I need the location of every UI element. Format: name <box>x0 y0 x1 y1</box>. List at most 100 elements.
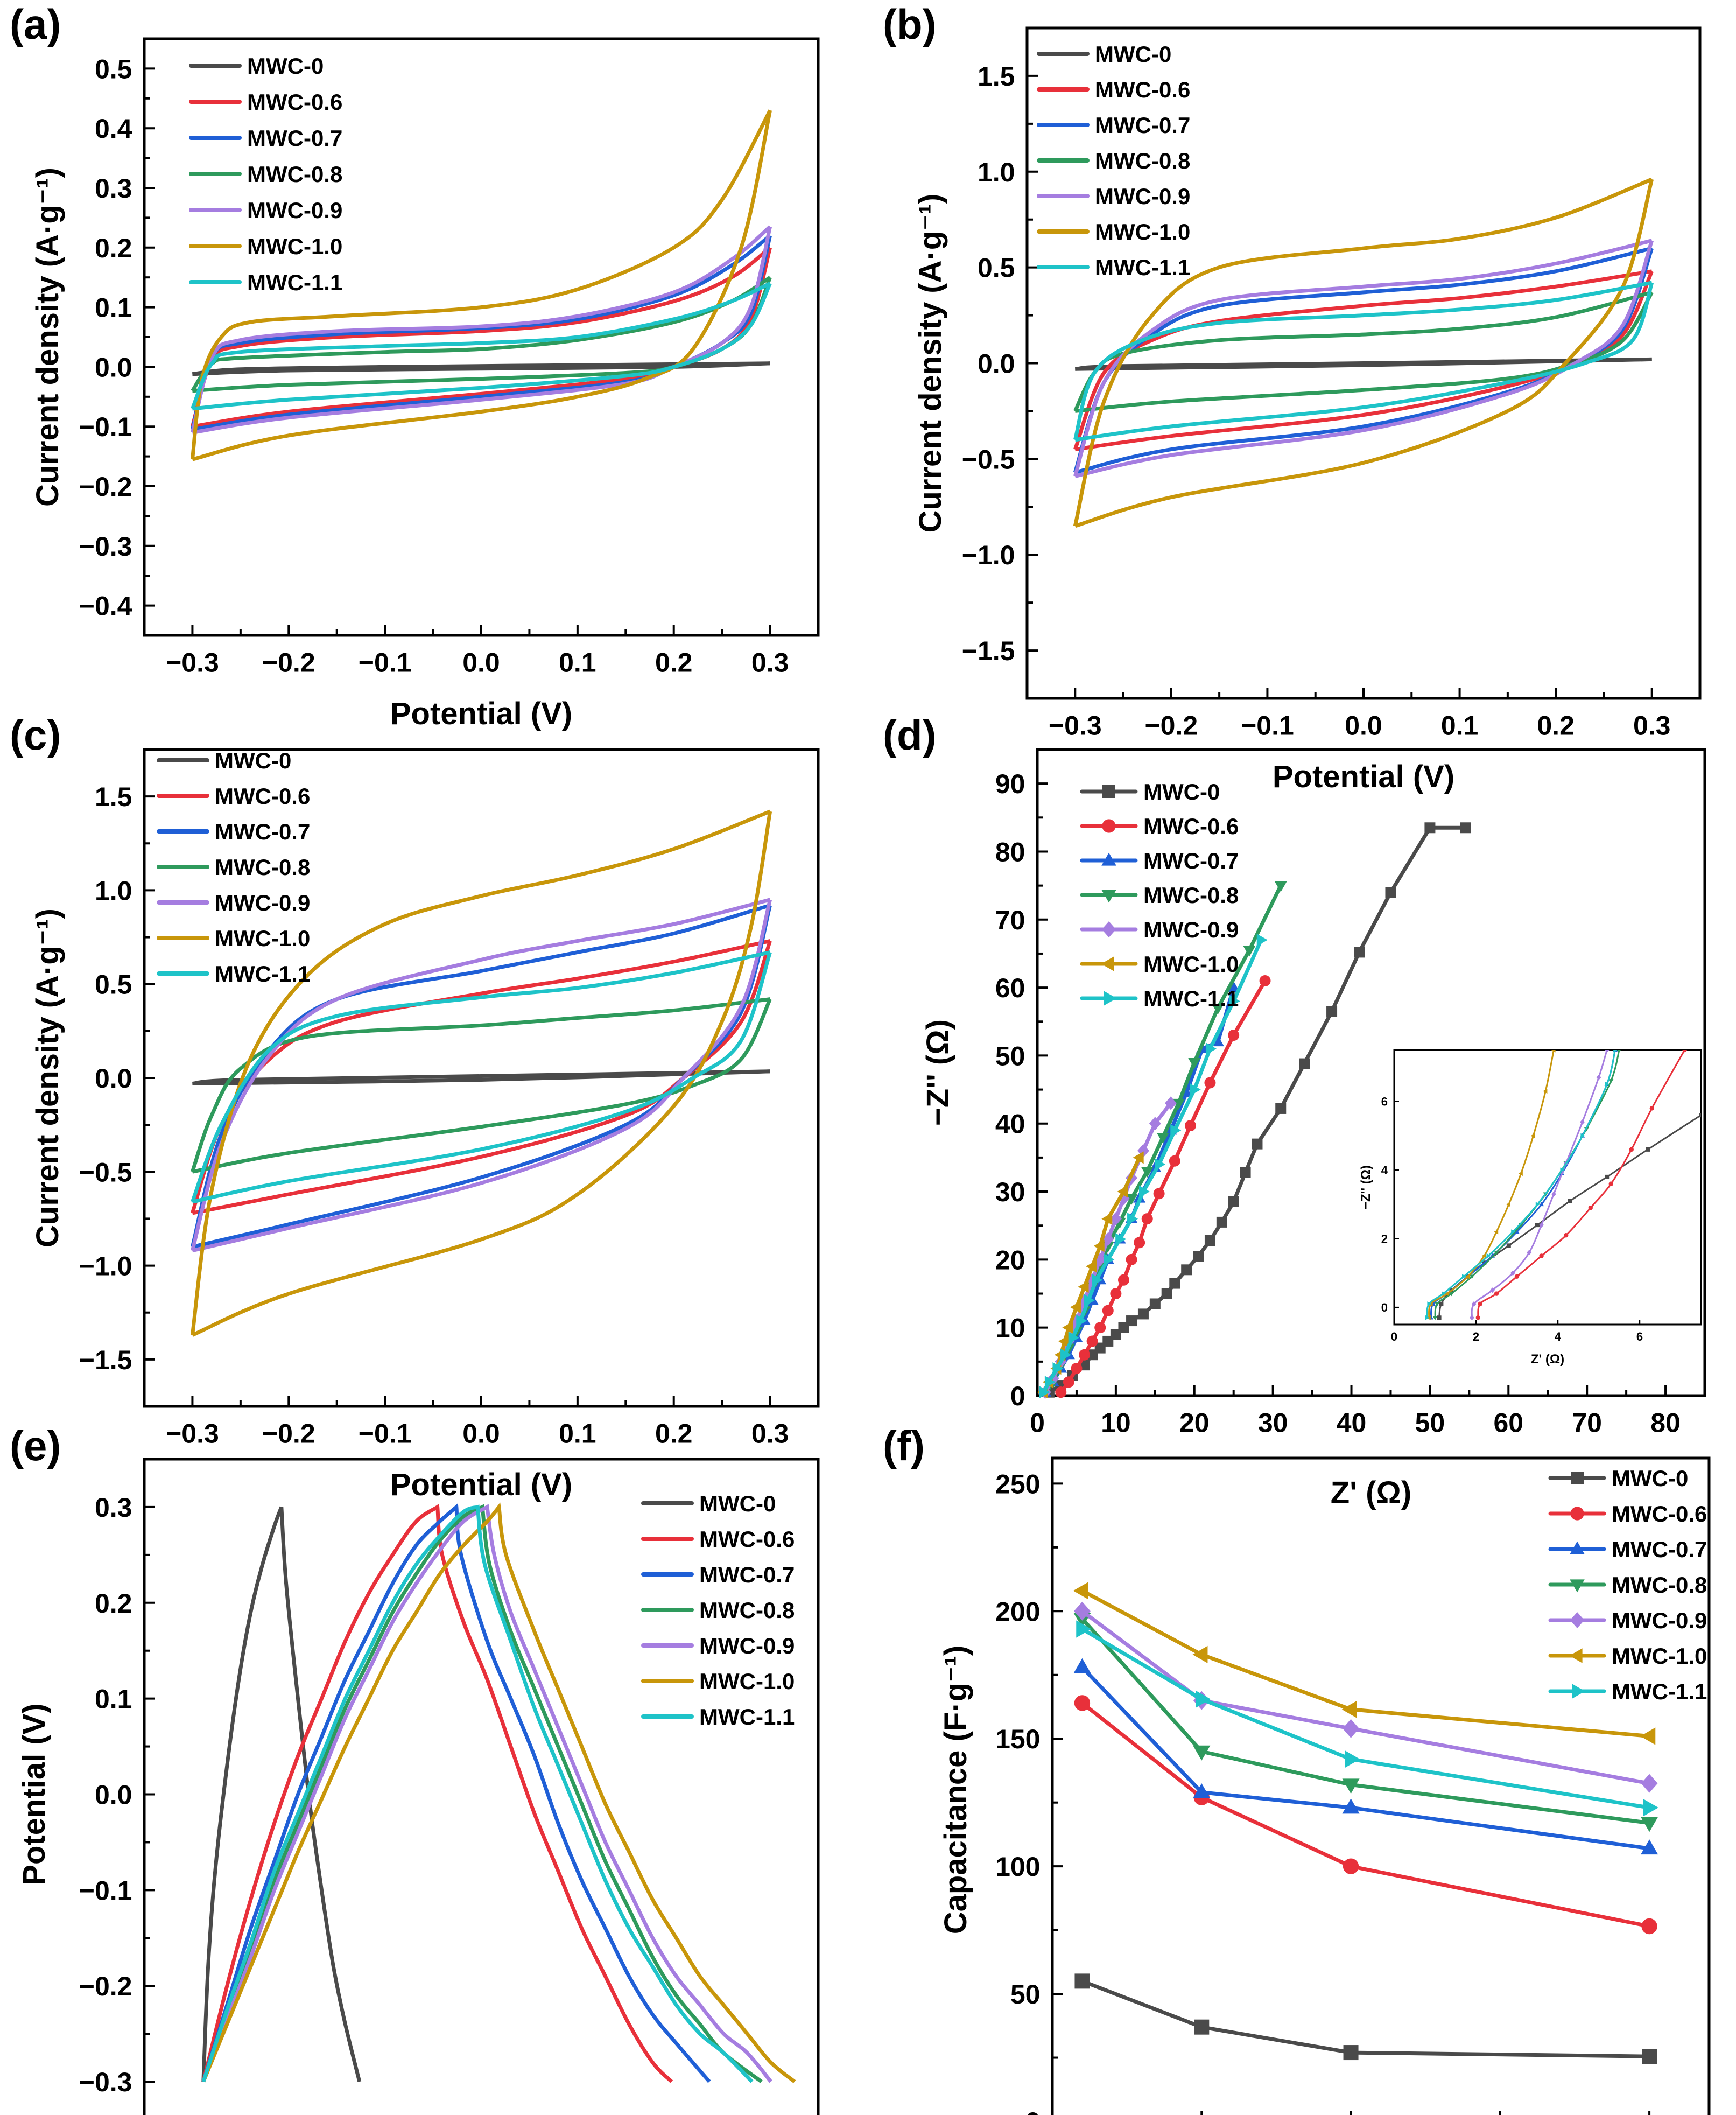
y-tick-label: 0.0 <box>978 349 1015 379</box>
inset-data-point <box>1649 1106 1654 1111</box>
legend-item-mwc-1-0: MWC-1.0 <box>1548 1643 1707 1669</box>
x-tick-label: 0.3 <box>751 1419 789 1449</box>
plot-frame <box>1036 748 1706 1397</box>
inset-data-point <box>1432 1316 1438 1321</box>
cv-curve-lower-mwc-0-9 <box>192 226 772 435</box>
y-tick-label: −1.5 <box>962 636 1015 666</box>
data-point <box>1079 1349 1091 1361</box>
legend-item-mwc-1-1: MWC-1.1 <box>641 1704 795 1729</box>
x-tick-label: 0.0 <box>462 1419 500 1449</box>
legend-label: MWC-0.6 <box>247 89 342 115</box>
data-point <box>1205 1042 1217 1055</box>
gcd-curve-mwc-0 <box>201 1506 362 2082</box>
inset-data-point <box>1618 1050 1621 1053</box>
inset-line-mwc-0-9 <box>1471 1050 1608 1318</box>
data-point <box>1385 887 1396 898</box>
y-axis-label: −Z'' (Ω) <box>920 1019 955 1126</box>
x-tick-label: −0.3 <box>166 1419 219 1449</box>
data-point <box>1071 1362 1083 1374</box>
data-point <box>1212 1004 1225 1014</box>
data-point <box>1104 1253 1115 1266</box>
data-point <box>1216 1216 1227 1228</box>
legend-label: MWC-0.8 <box>215 855 310 880</box>
y-tick-label: −0.5 <box>79 1157 132 1187</box>
x-tick-label: 0.1 <box>559 648 596 678</box>
inset-frame <box>1393 1049 1702 1326</box>
legend-item-mwc-0-6: MWC-0.6 <box>1037 77 1190 102</box>
legend: MWC-0 MWC-0.6 MWC-0.7 MWC-0.8 MWC-0.9 MWC-1.0… <box>1548 1466 1707 1704</box>
x-tick-label: −0.1 <box>359 1419 412 1449</box>
y-axis-label: Current density (A·g⁻¹) <box>30 908 65 1248</box>
inset-data-point <box>1514 1274 1520 1279</box>
series-group <box>201 1502 796 2083</box>
inset-data-point <box>1506 1202 1510 1207</box>
inset-data-point <box>1445 1291 1449 1297</box>
inset-data-point <box>1604 1050 1610 1053</box>
legend-item-mwc-0-9: MWC-0.9 <box>1037 184 1190 209</box>
data-point <box>1243 946 1256 957</box>
legend-label: MWC-0.8 <box>1143 883 1239 908</box>
y-tick-label: −1.0 <box>962 540 1015 570</box>
legend-item-mwc-0-9: MWC-0.9 <box>189 198 342 223</box>
cv-curve-upper-mwc-0-9 <box>191 225 771 433</box>
legend-marker <box>1101 852 1116 866</box>
data-point <box>1640 1727 1656 1745</box>
legend-label: MWC-0.7 <box>247 125 342 151</box>
legend-item-mwc-1-0: MWC-1.0 <box>189 234 342 259</box>
y-tick-label: 0.2 <box>95 233 132 263</box>
legend-item-mwc-0-6: MWC-0.6 <box>1548 1501 1707 1526</box>
inset-data-point <box>1494 1229 1499 1235</box>
x-tick-label: 0.1 <box>1441 711 1479 741</box>
legend-label: MWC-1.0 <box>1612 1643 1707 1669</box>
plot-frame <box>143 1458 820 2115</box>
y-tick-label: −0.2 <box>79 1971 132 2001</box>
cv-curve-lower-mwc-0-8 <box>1074 291 1654 413</box>
data-point <box>1149 1117 1161 1131</box>
legend-label: MWC-0.7 <box>215 819 310 844</box>
data-point <box>1641 1918 1657 1935</box>
cv-curve-upper-mwc-0 <box>192 361 770 376</box>
panel-label: (c) <box>10 711 61 759</box>
inset-x-tick-label: 4 <box>1555 1330 1562 1343</box>
x-tick-label: 50 <box>1415 1408 1445 1438</box>
inset-data-point <box>1605 1082 1610 1087</box>
y-tick-label: 0.5 <box>978 253 1015 283</box>
x-tick-label: 40 <box>1337 1408 1367 1438</box>
gcd-curve-mwc-1-1 <box>201 1504 754 2083</box>
data-point <box>1326 1006 1338 1017</box>
legend-item-mwc-0-7: MWC-0.7 <box>1037 113 1190 138</box>
legend-label: MWC-0.6 <box>1095 77 1190 102</box>
axes: −0.3 −0.2 −0.1 0.0 0.1 0.2 0.3 −1.5 −1.0 −0.5 0.0 0… <box>30 748 820 1502</box>
legend-item-mwc-0-9: MWC-0.9 <box>1080 917 1239 942</box>
legend-item-mwc-0: MWC-0 <box>1548 1466 1688 1491</box>
y-tick-label: 0.5 <box>95 54 132 84</box>
y-axis-label: Current density (A·g⁻¹) <box>30 167 65 507</box>
legend-label: MWC-0.9 <box>247 198 342 223</box>
x-tick-label: −0.3 <box>1049 711 1102 741</box>
inset-data-point <box>1518 1171 1523 1176</box>
y-tick-label: 1.5 <box>95 782 132 812</box>
cv-curve-lower-mwc-0-9 <box>1074 240 1654 478</box>
legend-label: MWC-1.1 <box>1143 986 1239 1011</box>
data-point <box>1259 975 1271 986</box>
y-tick-label: 1.0 <box>95 876 132 906</box>
cv-curve-lower-mwc-1-1 <box>192 951 772 1204</box>
y-tick-label: 100 <box>995 1852 1040 1882</box>
data-point <box>1170 1124 1182 1137</box>
legend-item-mwc-0: MWC-0 <box>157 748 291 773</box>
y-tick-label: −0.1 <box>79 1875 132 1906</box>
y-tick-label: 80 <box>995 837 1025 867</box>
legend-label: MWC-0.7 <box>1143 848 1239 873</box>
inset-x-axis-label: Z' (Ω) <box>1531 1352 1564 1367</box>
y-tick-label: −0.1 <box>79 412 132 442</box>
legend-marker <box>1571 1472 1584 1484</box>
inset-data-point <box>1560 1167 1565 1173</box>
data-point <box>1190 1083 1201 1096</box>
data-point <box>1165 1096 1177 1110</box>
y-tick-label: 0.1 <box>95 293 132 323</box>
inset-data-point <box>1435 1302 1440 1307</box>
legend-item-mwc-0-8: MWC-0.8 <box>1080 883 1239 908</box>
cv-curve-upper-mwc-0-8 <box>1073 290 1653 412</box>
inset-data-point <box>1465 1274 1470 1279</box>
legend-item-mwc-0-6: MWC-0.6 <box>189 89 342 115</box>
